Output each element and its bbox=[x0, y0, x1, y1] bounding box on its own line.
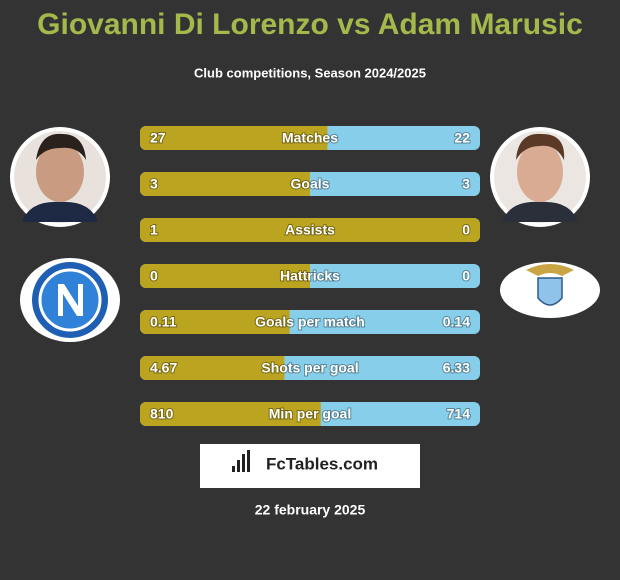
left-value: 3 bbox=[150, 176, 158, 192]
right-value: 0.14 bbox=[443, 314, 470, 330]
left-value: 4.67 bbox=[150, 360, 177, 376]
right-value: 714 bbox=[447, 406, 471, 422]
right-value: 0 bbox=[462, 268, 470, 284]
left-value: 0.11 bbox=[150, 314, 177, 330]
stat-label: Goals per match bbox=[255, 314, 365, 330]
bar-left-join bbox=[304, 172, 310, 196]
title: Giovanni Di Lorenzo vs Adam Marusic bbox=[37, 8, 583, 41]
bar-left-join bbox=[278, 356, 285, 380]
bar-left bbox=[140, 172, 310, 196]
right-value: 6.33 bbox=[443, 360, 470, 376]
left-value: 0 bbox=[150, 268, 158, 284]
stat-label: Min per goal bbox=[269, 406, 351, 422]
stat-label: Goals bbox=[291, 176, 330, 192]
stat-label: Hattricks bbox=[280, 268, 340, 284]
bar-left-join bbox=[321, 126, 328, 150]
bar-left bbox=[140, 218, 480, 242]
brand: FcTables.com bbox=[266, 454, 378, 473]
right-value: 3 bbox=[462, 176, 470, 192]
date: 22 february 2025 bbox=[255, 502, 366, 518]
left-value: 1 bbox=[150, 222, 158, 238]
bar-left-join bbox=[304, 264, 310, 288]
bar-left bbox=[140, 402, 321, 426]
stat-label: Shots per goal bbox=[261, 360, 358, 376]
player-photo-left bbox=[10, 127, 110, 227]
bar-left bbox=[140, 310, 290, 334]
club-logo-right bbox=[500, 262, 600, 318]
bar-left-join bbox=[283, 310, 290, 334]
right-value: 22 bbox=[454, 130, 470, 146]
left-value: 27 bbox=[150, 130, 166, 146]
bar-left bbox=[140, 264, 310, 288]
subtitle: Club competitions, Season 2024/2025 bbox=[194, 65, 426, 80]
club-logo-left bbox=[20, 258, 120, 342]
bar-left-join bbox=[314, 402, 321, 426]
stat-label: Assists bbox=[285, 222, 335, 238]
stat-rows: 27 Matches 22 3 Goals 3 1 Assists 0 0 Hattricks 0 0.… bbox=[140, 126, 480, 426]
brand-box: FcTables.com bbox=[200, 444, 420, 488]
left-value: 810 bbox=[150, 406, 174, 422]
bar-left bbox=[140, 356, 285, 380]
player-photo-right bbox=[490, 127, 590, 227]
stat-label: Matches bbox=[282, 130, 338, 146]
bar-left bbox=[140, 126, 328, 150]
right-value: 0 bbox=[462, 222, 470, 238]
